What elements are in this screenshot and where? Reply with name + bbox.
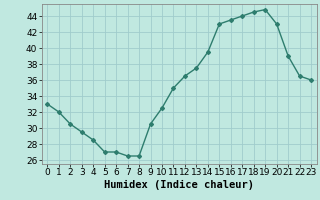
X-axis label: Humidex (Indice chaleur): Humidex (Indice chaleur) bbox=[104, 180, 254, 190]
